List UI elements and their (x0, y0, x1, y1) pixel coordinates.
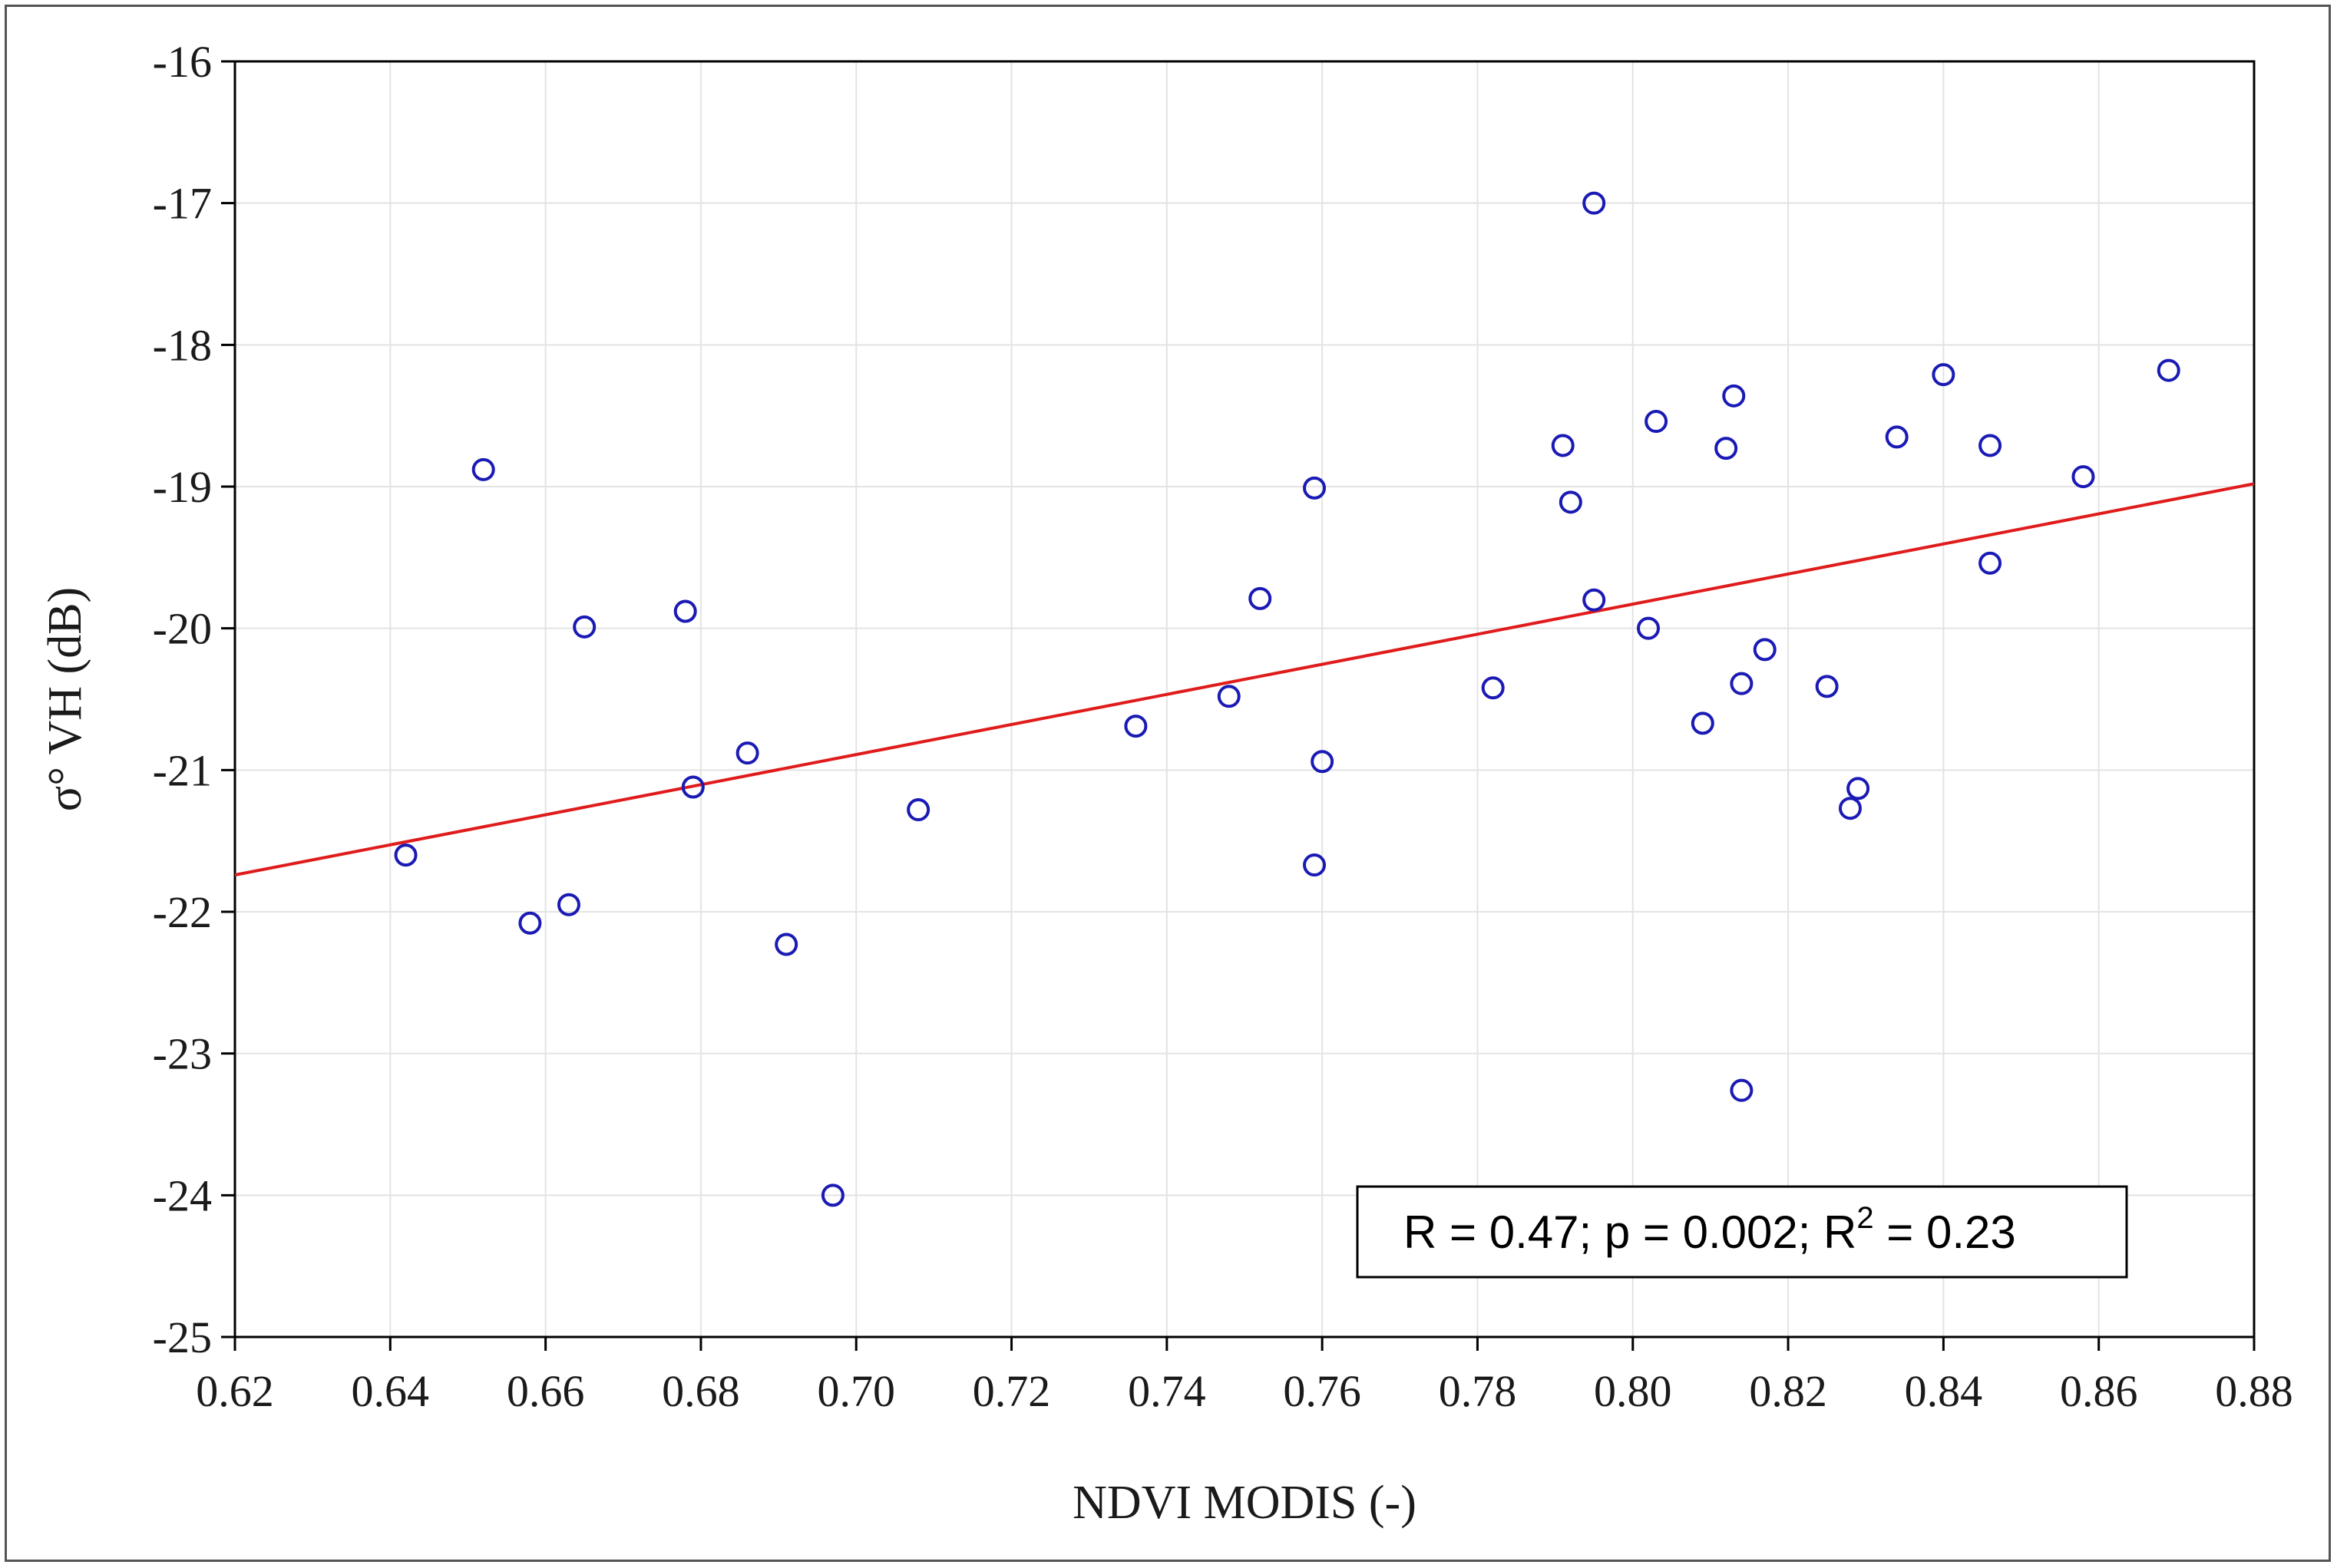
data-point (1217, 685, 1241, 708)
data-point (775, 933, 798, 956)
data-point (1846, 777, 1870, 801)
data-point (1839, 797, 1862, 820)
x-tick-label: 0.72 (973, 1366, 1051, 1416)
x-tick-label: 0.84 (1905, 1366, 1983, 1416)
data-point (1885, 425, 1909, 449)
data-point (2157, 358, 2180, 382)
data-point (1978, 551, 2002, 575)
y-tick-label: -23 (153, 1029, 212, 1079)
data-point (1637, 616, 1660, 640)
data-point (821, 1183, 845, 1207)
data-point (1551, 434, 1575, 457)
y-tick-label: -17 (153, 179, 212, 229)
x-tick-label: 0.80 (1594, 1366, 1672, 1416)
x-tick-label: 0.86 (2060, 1366, 2138, 1416)
data-point (1714, 437, 1738, 460)
data-point (1815, 675, 1839, 698)
y-tick-label: -22 (153, 887, 212, 937)
y-tick-label: -16 (153, 37, 212, 87)
data-point (2071, 465, 2095, 489)
x-tick-label: 0.70 (817, 1366, 895, 1416)
y-tick-label: -21 (153, 745, 212, 795)
grid-lines (235, 61, 2254, 1337)
y-tick-label: -18 (153, 320, 212, 370)
data-point (1303, 476, 1327, 500)
regression-line (234, 482, 2255, 876)
stats-tail: = 0.23 (1874, 1207, 2016, 1258)
data-point (1582, 588, 1606, 612)
stats-text: R = 0.47; p = 0.002; R2 = 0.23 (1403, 1201, 2016, 1258)
data-point (573, 615, 597, 639)
data-point (1582, 191, 1606, 215)
stats-box (1356, 1185, 2128, 1279)
y-axis-title: σ° VH (dB) (39, 587, 91, 811)
axis-ticks (221, 60, 2256, 1351)
data-point (735, 741, 759, 765)
data-point (557, 893, 580, 916)
data-points (394, 191, 2180, 1207)
data-point (1644, 410, 1668, 434)
stats-annotation: R = 0.47; p = 0.002; R2 = 0.23 (1356, 1185, 2128, 1279)
data-point (1691, 711, 1714, 735)
x-tick-label: 0.68 (662, 1366, 740, 1416)
x-tick-label: 0.76 (1283, 1366, 1361, 1416)
data-point (1932, 363, 1955, 387)
data-point (394, 843, 418, 867)
data-point (471, 457, 495, 481)
data-point (1753, 638, 1777, 662)
data-point (1124, 715, 1148, 738)
stats-main: R = 0.47; p = 0.002; R (1403, 1207, 1856, 1258)
data-point (1978, 434, 2002, 457)
y-tick-label: -25 (153, 1312, 212, 1362)
data-point (1730, 1078, 1754, 1102)
x-tick-label: 0.82 (1749, 1366, 1827, 1416)
y-tick-label: -24 (153, 1170, 212, 1220)
data-point (681, 775, 705, 799)
x-tick-label: 0.74 (1128, 1366, 1206, 1416)
x-tick-label: 0.66 (507, 1366, 585, 1416)
x-tick-label: 0.88 (2215, 1366, 2293, 1416)
data-point (1248, 586, 1272, 610)
x-axis-title: NDVI MODIS (-) (1073, 1477, 1416, 1529)
data-point (1730, 672, 1754, 695)
stats-superscript: 2 (1856, 1201, 1873, 1235)
y-tick-label: -19 (153, 462, 212, 512)
x-tick-label: 0.78 (1439, 1366, 1517, 1416)
x-tick-label: 0.62 (196, 1366, 274, 1416)
data-point (673, 599, 697, 623)
plot-area (233, 60, 2256, 1339)
data-point (1303, 853, 1327, 877)
y-tick-label: -20 (153, 604, 212, 654)
x-tick-label: 0.64 (352, 1366, 430, 1416)
data-point (1481, 676, 1505, 700)
data-point (1311, 750, 1334, 774)
tick-labels: 0.62 0.64 0.66 0.68 0.70 0.72 0.74 0.76 0.78 0.80… (153, 37, 2293, 1416)
data-point (1559, 490, 1582, 514)
data-point (907, 798, 931, 822)
data-point (1722, 384, 1746, 408)
data-point (518, 911, 542, 935)
